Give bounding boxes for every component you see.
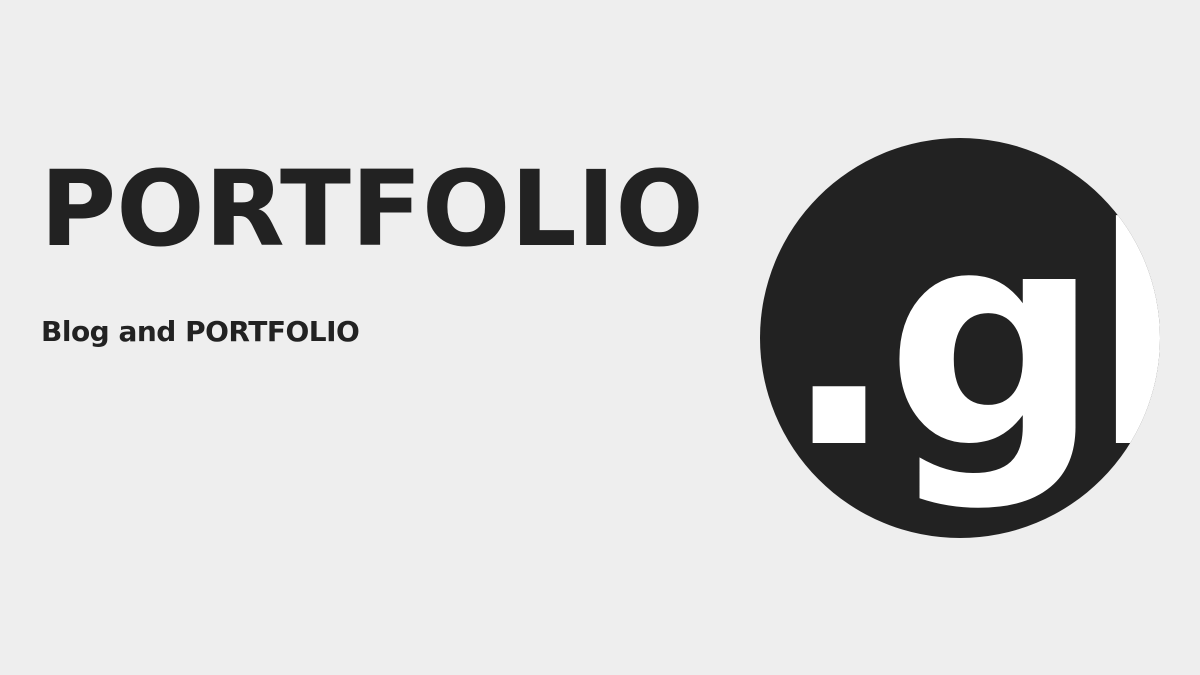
page-subtitle: Blog and PORTFOLIO — [41, 315, 360, 348]
gh-logo: .gh — [760, 138, 1160, 538]
logo-circle — [760, 138, 1160, 538]
logo-text: .gh — [782, 165, 1160, 514]
page-title: PORTFOLIO — [40, 148, 704, 270]
